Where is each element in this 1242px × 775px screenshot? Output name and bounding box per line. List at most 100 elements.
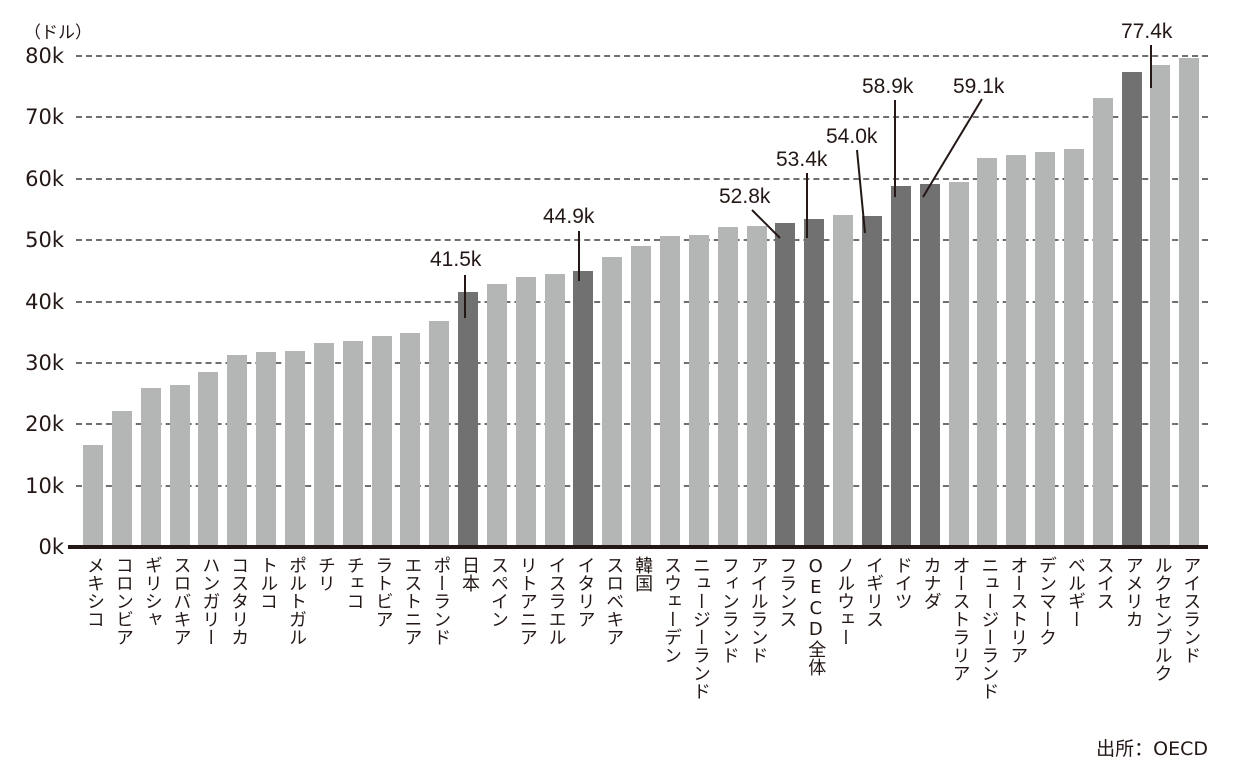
x-tick-label: エストニア xyxy=(401,556,423,646)
x-tick-label: アメリカ xyxy=(1122,556,1144,628)
bar xyxy=(313,342,334,547)
bar xyxy=(775,222,796,547)
x-tick-label: トルコ xyxy=(257,556,279,610)
x-axis-line xyxy=(68,545,1208,549)
gridline xyxy=(76,55,1208,57)
bar xyxy=(1063,148,1084,547)
y-tick-label: 30k xyxy=(25,350,64,375)
x-tick-label: イタリア xyxy=(574,556,596,628)
bar xyxy=(833,214,854,547)
x-tick-label: ハンガリー xyxy=(199,556,221,646)
x-tick-label: チェコ xyxy=(343,556,365,610)
y-tick-label: 70k xyxy=(25,105,64,130)
bar xyxy=(746,226,767,547)
bar xyxy=(948,182,969,547)
bar xyxy=(111,411,132,547)
x-tick-label: カナダ xyxy=(920,556,942,610)
x-tick-label: 日本 xyxy=(459,556,481,592)
bar xyxy=(284,351,305,547)
x-tick-label: イスラエル xyxy=(545,556,567,646)
x-tick-label: ノルウェー xyxy=(834,556,856,646)
gridline xyxy=(76,177,1208,180)
bar xyxy=(602,257,623,547)
bar xyxy=(1035,151,1056,547)
x-tick-label: ルクセンブルク xyxy=(1151,556,1173,682)
bar xyxy=(890,185,911,547)
bar xyxy=(371,335,392,547)
bar xyxy=(1121,71,1142,547)
bar xyxy=(688,235,709,547)
x-tick-label: チリ xyxy=(314,556,336,592)
x-tick-label: コスタリカ xyxy=(228,556,250,646)
y-tick-label: 20k xyxy=(25,412,64,437)
x-tick-label: イギリス xyxy=(862,556,884,628)
gridline xyxy=(76,239,1208,242)
y-tick-label: 80k xyxy=(25,44,64,68)
bar xyxy=(458,292,479,547)
source-note: 出所：OECD xyxy=(1096,738,1208,760)
x-tick-label: ポルトガル xyxy=(285,556,307,646)
x-tick-label: オーストリア xyxy=(1007,556,1029,664)
bar xyxy=(140,388,161,547)
bar xyxy=(977,157,998,547)
bar xyxy=(169,384,190,547)
x-tick-label: 韓国 xyxy=(632,556,654,592)
bar xyxy=(544,273,565,547)
bar xyxy=(1179,57,1200,547)
y-tick-label: 0k xyxy=(38,535,64,559)
x-tick-label: OECD全体 xyxy=(805,556,827,676)
x-tick-label: ラトビア xyxy=(372,556,394,628)
y-tick-label: 50k xyxy=(25,228,64,253)
x-tick-label: アイルランド xyxy=(747,556,769,664)
y-tick-label: 40k xyxy=(25,289,64,314)
bar xyxy=(1092,98,1113,547)
x-tick-label: スロバキア xyxy=(170,556,192,646)
y-tick-label: 60k xyxy=(25,166,64,191)
value-label: 58.9k xyxy=(862,75,914,98)
x-tick-label: スイス xyxy=(1093,556,1115,610)
bar xyxy=(342,340,363,547)
bar xyxy=(660,236,680,547)
bar xyxy=(515,276,536,547)
x-tick-label: スペイン xyxy=(487,556,509,628)
x-tick-label: フィンランド xyxy=(718,556,740,664)
bar xyxy=(400,332,421,547)
bar xyxy=(919,184,940,547)
y-axis-unit: （ドル） xyxy=(24,23,92,43)
x-tick-label: ニュージーランド xyxy=(978,556,1000,700)
y-tick-label: 10k xyxy=(25,473,64,498)
value-label: 77.4k xyxy=(1121,20,1173,43)
x-tick-label: アイスランド xyxy=(1180,556,1202,664)
x-tick-label: リトアニア xyxy=(516,556,538,646)
value-label: 59.1k xyxy=(953,75,1005,98)
value-label: 52.8k xyxy=(719,185,771,208)
bar xyxy=(573,271,594,547)
bar xyxy=(83,445,103,547)
x-tick-label: ニュージーランド xyxy=(689,556,711,700)
bar xyxy=(227,354,248,547)
bar xyxy=(1150,64,1171,547)
x-tick-label: コロンビア xyxy=(112,556,134,646)
bar xyxy=(429,321,450,547)
bar xyxy=(198,372,219,547)
x-tick-label: ギリシャ xyxy=(141,556,163,628)
bar xyxy=(256,351,277,547)
value-label: 54.0k xyxy=(826,125,878,148)
bar xyxy=(861,215,882,547)
bar xyxy=(1006,154,1027,547)
bar xyxy=(486,284,507,547)
x-tick-label: デンマーク xyxy=(1036,556,1058,646)
x-tick-label: オーストラリア xyxy=(949,556,971,682)
x-tick-label: スロベキア xyxy=(603,556,625,646)
x-tick-label: ポーランド xyxy=(430,556,452,646)
bar xyxy=(804,219,825,547)
x-tick-label: ベルギー xyxy=(1064,556,1086,628)
bar xyxy=(717,227,738,547)
x-tick-label: スウェーデン xyxy=(661,556,682,664)
x-tick-label: メキシコ xyxy=(84,556,105,628)
value-label: 53.4k xyxy=(776,148,828,171)
x-tick-label: ドイツ xyxy=(891,556,913,610)
value-label: 41.5k xyxy=(430,248,482,271)
bar xyxy=(631,246,652,547)
